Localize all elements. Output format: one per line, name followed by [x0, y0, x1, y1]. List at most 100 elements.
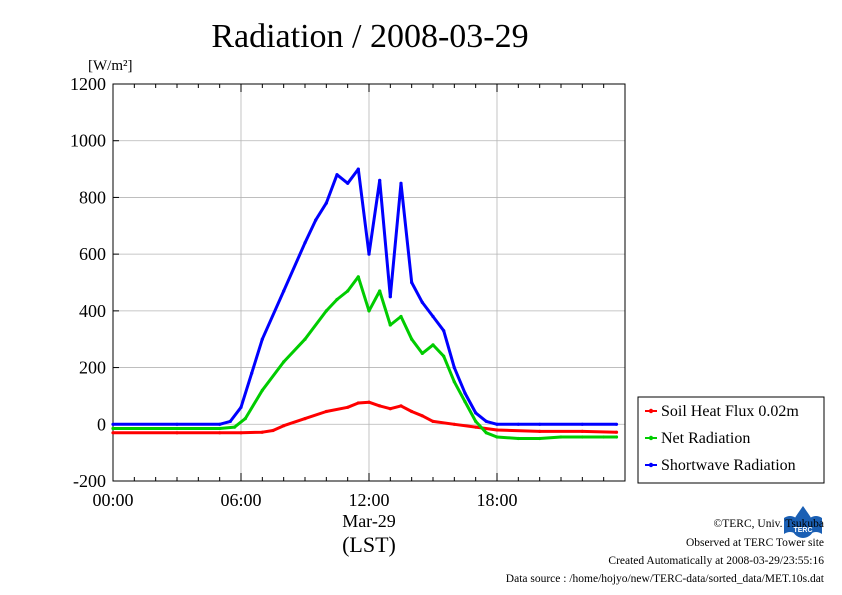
data-point — [538, 436, 542, 441]
y-tick-label: 600 — [79, 244, 106, 264]
data-point — [367, 309, 371, 313]
data-point — [399, 181, 403, 185]
data-point — [442, 329, 446, 333]
data-point — [175, 431, 179, 435]
data-point — [474, 419, 478, 423]
data-point — [420, 414, 424, 418]
data-point — [346, 181, 350, 185]
data-point — [243, 417, 247, 421]
footer-created: Created Automatically at 2008-03-29/23:5… — [608, 555, 824, 567]
data-point — [614, 430, 619, 434]
data-point — [282, 360, 286, 364]
data-point — [218, 422, 222, 426]
terc-logo: TERC — [782, 504, 824, 544]
x-tick-label: 18:00 — [476, 490, 517, 510]
data-point — [538, 429, 542, 433]
data-point — [410, 280, 414, 285]
y-tick-label: 200 — [79, 358, 106, 378]
data-point — [431, 419, 435, 423]
legend-label: Soil Heat Flux 0.02m — [661, 403, 799, 420]
data-point — [495, 428, 499, 432]
x-axis-label: (LST) — [342, 532, 396, 557]
data-point — [314, 218, 318, 222]
data-point — [580, 435, 584, 439]
y-axis-ticks: -200 0 200 400 600 800 1000 1200 — [70, 74, 119, 491]
data-point — [484, 431, 488, 435]
data-point — [420, 300, 424, 304]
data-point — [356, 167, 360, 171]
data-point — [175, 422, 179, 426]
data-point — [452, 422, 456, 426]
data-point — [378, 289, 382, 293]
footer-copyright: ©TERC, Univ. Tsukuba — [713, 518, 824, 530]
data-point — [175, 426, 179, 431]
data-point — [303, 337, 307, 341]
data-point — [388, 323, 392, 327]
data-point — [324, 201, 328, 205]
data-point — [335, 173, 339, 177]
data-point — [463, 400, 467, 404]
footer-source: Data source : /home/hojyo/new/TERC-data/… — [505, 573, 824, 585]
data-point — [250, 371, 254, 375]
data-point — [356, 401, 360, 405]
data-point — [559, 435, 563, 439]
data-point — [282, 424, 286, 428]
logo-text: TERC — [793, 527, 812, 534]
data-point — [410, 409, 414, 414]
logo-drop-icon — [792, 506, 814, 538]
data-point — [324, 309, 328, 313]
data-point — [495, 422, 499, 426]
legend-marker — [648, 408, 654, 414]
x-axis-date-label: Mar-29 — [342, 511, 396, 531]
x-tick-label: 06:00 — [220, 490, 261, 510]
chart-title: Radiation / 2008-03-29 — [211, 18, 528, 55]
data-point — [218, 426, 222, 431]
data-point — [452, 366, 456, 370]
y-tick-label: 1000 — [70, 131, 106, 151]
y-tick-label: 1200 — [70, 74, 106, 94]
data-point — [260, 337, 264, 341]
data-point — [431, 314, 435, 319]
data-point — [218, 431, 222, 435]
data-point — [388, 295, 392, 299]
data-point — [388, 407, 392, 411]
data-point — [516, 422, 520, 426]
series-lines — [111, 167, 619, 441]
data-point — [614, 435, 619, 439]
data-point — [399, 404, 403, 408]
footer-observed: Observed at TERC Tower site — [685, 537, 824, 549]
data-point — [282, 289, 286, 293]
series-line-1 — [113, 275, 617, 440]
data-point — [474, 411, 478, 415]
data-point — [516, 436, 520, 441]
grid — [113, 83, 625, 482]
data-point — [367, 252, 371, 256]
data-point — [271, 428, 275, 433]
data-point — [378, 404, 382, 408]
data-point — [614, 422, 619, 426]
legend-label: Net Radiation — [661, 430, 750, 447]
data-point — [484, 419, 488, 423]
y-tick-label: 800 — [79, 187, 106, 207]
data-point — [580, 429, 584, 433]
legend-marker — [648, 462, 654, 468]
data-point — [474, 425, 478, 429]
data-point — [239, 405, 243, 409]
data-point — [410, 337, 414, 341]
legend-marker — [648, 435, 654, 441]
y-tick-label: 0 — [97, 414, 106, 434]
data-point — [378, 178, 382, 182]
logo-wave-icon — [784, 516, 822, 534]
series-line-0 — [113, 400, 617, 435]
data-point — [580, 422, 584, 426]
data-point — [303, 241, 307, 245]
data-point — [346, 405, 350, 409]
data-point — [538, 422, 542, 426]
data-point — [442, 354, 446, 358]
legend-label: Shortwave Radiation — [661, 457, 796, 474]
data-point — [495, 435, 499, 439]
x-tick-label: 00:00 — [92, 490, 133, 510]
data-point — [399, 314, 403, 319]
data-point — [111, 431, 115, 435]
